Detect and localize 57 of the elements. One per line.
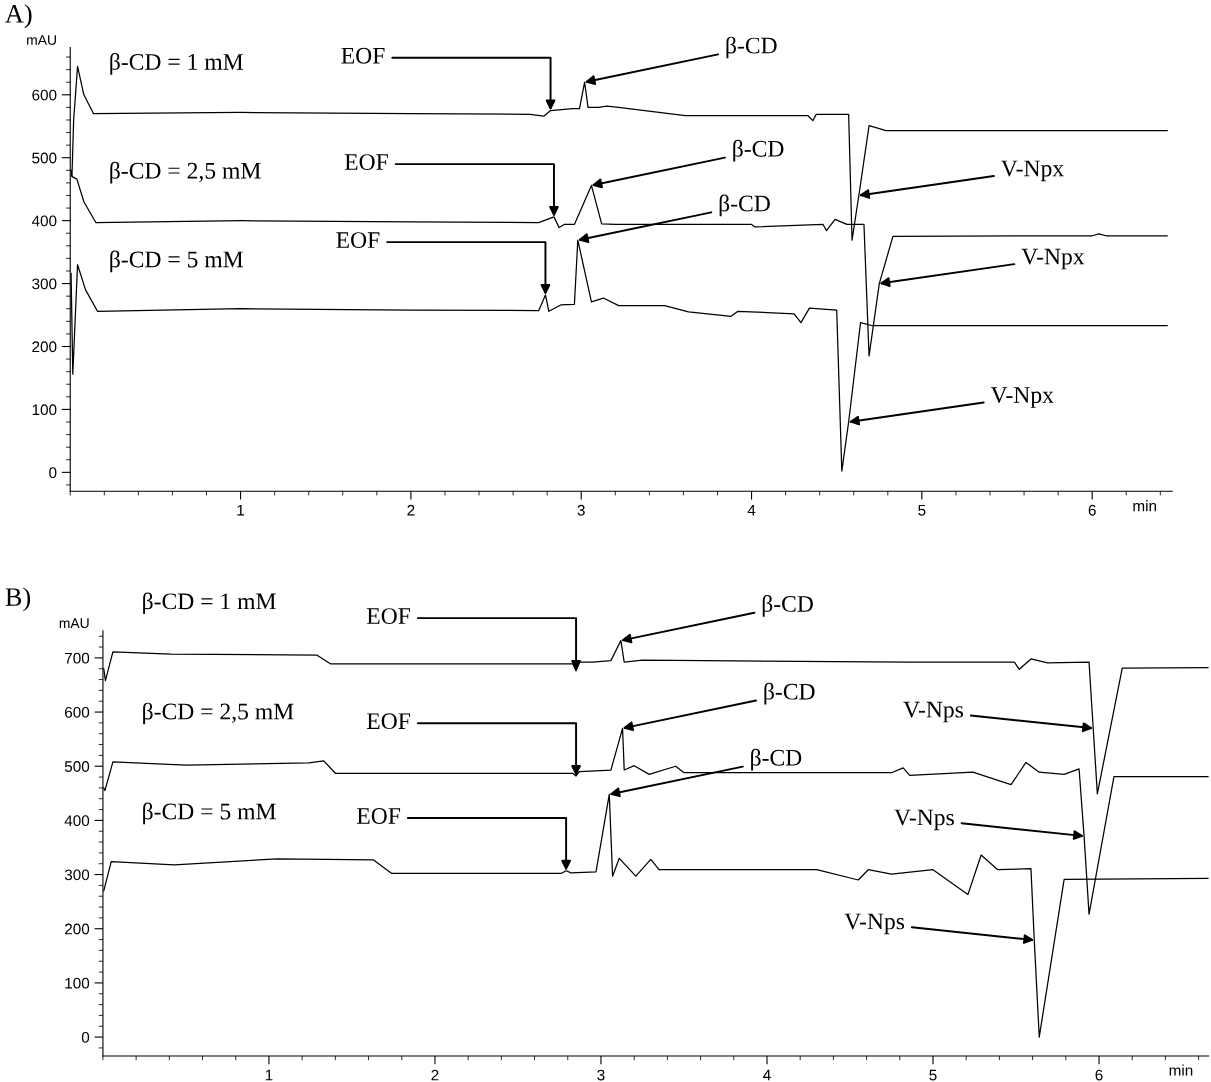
y-axis-title: mAU (27, 35, 56, 45)
series-label: β-CD = 1 mM (143, 592, 276, 615)
annotation: EOF (336, 232, 380, 249)
y-tick-label: 600 (32, 89, 57, 101)
x-tick-label: 5 (929, 1069, 937, 1081)
y-tick-label: 300 (64, 869, 90, 881)
x-tick-label: 3 (577, 504, 585, 516)
x-tick-label: 4 (747, 504, 756, 516)
series-label: β-CD = 2,5 mM (143, 702, 294, 725)
annotation: V-Nps (844, 913, 905, 935)
annotation: β-CD (726, 36, 777, 59)
annotation: V-Npx (1021, 248, 1085, 270)
chart-title: B) (5, 587, 31, 612)
annotation: β-CD (751, 748, 802, 771)
x-tick-label: 6 (1088, 504, 1096, 516)
annotation: EOF (366, 713, 411, 730)
y-tick-label: 200 (32, 341, 57, 353)
chart-title: A) (5, 4, 32, 29)
series-label: β-CD = 1 mM (110, 53, 243, 75)
annotation: β-CD (762, 595, 813, 617)
x-axis-title: min (1169, 1064, 1193, 1076)
annotation: EOF (341, 47, 385, 64)
y-tick-label: 500 (64, 761, 90, 772)
x-axis-title: min (1133, 500, 1157, 512)
y-tick-label: 200 (65, 923, 90, 935)
y-tick-label: 500 (32, 152, 57, 164)
y-tick-label: 300 (32, 278, 57, 290)
annotation: V-Npx (990, 387, 1054, 408)
y-tick-label: 700 (65, 652, 90, 664)
annotation: V-Nps (903, 701, 964, 723)
annotation: β-CD (733, 139, 784, 162)
y-axis-title: mAU (59, 618, 89, 629)
annotation: β-CD (719, 194, 770, 217)
x-tick-label: 1 (265, 1069, 273, 1081)
annotation: EOF (366, 608, 411, 625)
y-tick-label: 0 (49, 467, 57, 479)
series-label: β-CD = 2,5 mM (110, 161, 261, 184)
x-tick-label: 3 (597, 1069, 605, 1081)
series-label: β-CD = 5 mM (110, 250, 243, 273)
annotation: V-Npx (1001, 160, 1064, 182)
y-tick-label: 0 (81, 1031, 90, 1043)
annotation: V-Nps (894, 809, 954, 831)
y-tick-label: 400 (64, 815, 90, 827)
x-tick-label: 5 (918, 504, 926, 516)
annotation: EOF (356, 808, 401, 824)
x-tick-label: 2 (407, 504, 415, 516)
x-tick-label: 2 (431, 1069, 439, 1081)
x-tick-label: 6 (1095, 1069, 1103, 1081)
y-tick-label: 400 (31, 215, 57, 227)
annotation: EOF (344, 154, 388, 171)
y-tick-label: 600 (65, 706, 90, 718)
x-tick-label: 1 (237, 504, 245, 516)
x-tick-label: 4 (763, 1069, 771, 1081)
series-label: β-CD = 5 mM (143, 802, 276, 825)
y-tick-label: 100 (32, 404, 57, 416)
y-tick-label: 100 (65, 977, 90, 989)
annotation: β-CD (764, 682, 815, 705)
